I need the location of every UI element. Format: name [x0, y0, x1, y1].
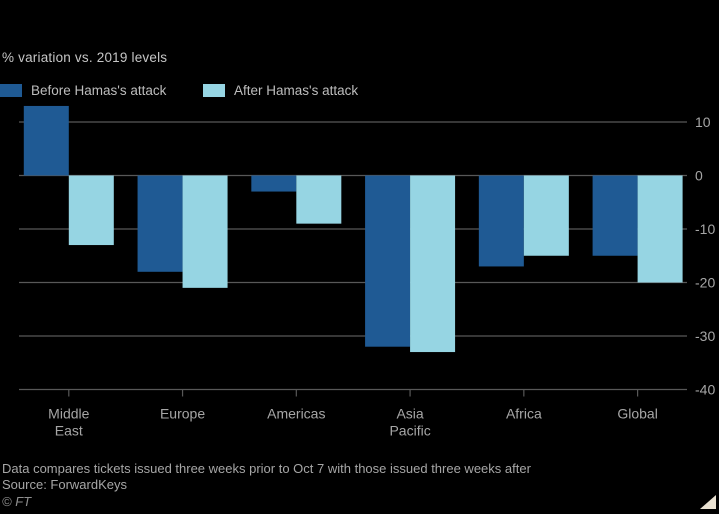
y-axis-tick-label: -30 — [695, 328, 715, 344]
legend-item-before: Before Hamas's attack — [0, 82, 166, 98]
x-axis-category-label: Asia — [396, 406, 423, 422]
bar — [592, 175, 638, 256]
bar — [523, 175, 569, 256]
chart-credit: © FT — [2, 494, 32, 509]
y-axis-tick-label: 0 — [695, 168, 703, 184]
y-axis-tick-label: -40 — [695, 382, 715, 398]
y-axis-tick-label: -20 — [695, 275, 715, 291]
x-axis-category-label: Americas — [267, 406, 325, 422]
y-axis-tick-label: 10 — [695, 114, 711, 130]
y-axis-tick-label: -10 — [695, 221, 715, 237]
bar — [182, 175, 228, 288]
legend-swatch-after-icon — [203, 83, 225, 97]
bar — [68, 175, 114, 246]
x-axis-category-label: Middle — [48, 406, 89, 422]
x-axis-category-label: Pacific — [389, 423, 430, 439]
corner-triangle-icon — [700, 495, 716, 509]
legend-label-before: Before Hamas's attack — [31, 82, 167, 98]
chart-legend: Before Hamas's attack After Hamas's atta… — [0, 82, 719, 98]
legend-item-after: After Hamas's attack — [203, 82, 358, 98]
bar — [365, 175, 411, 347]
legend-label-after: After Hamas's attack — [234, 82, 359, 98]
x-axis-category-label: Europe — [160, 406, 205, 422]
bar — [23, 105, 69, 176]
bar — [410, 175, 456, 353]
bar — [637, 175, 683, 283]
x-axis-category-label: Global — [617, 406, 657, 422]
bar — [137, 175, 183, 272]
x-axis-category-label: East — [55, 423, 83, 439]
chart-subtitle: % variation vs. 2019 levels — [2, 50, 168, 65]
bar — [296, 175, 342, 224]
bar — [478, 175, 524, 267]
chart-source: Source: ForwardKeys — [2, 477, 127, 492]
chart-footnote: Data compares tickets issued three weeks… — [2, 461, 531, 476]
legend-swatch-before-icon — [0, 83, 22, 97]
x-axis-category-label: Africa — [506, 406, 542, 422]
bar — [251, 175, 297, 192]
